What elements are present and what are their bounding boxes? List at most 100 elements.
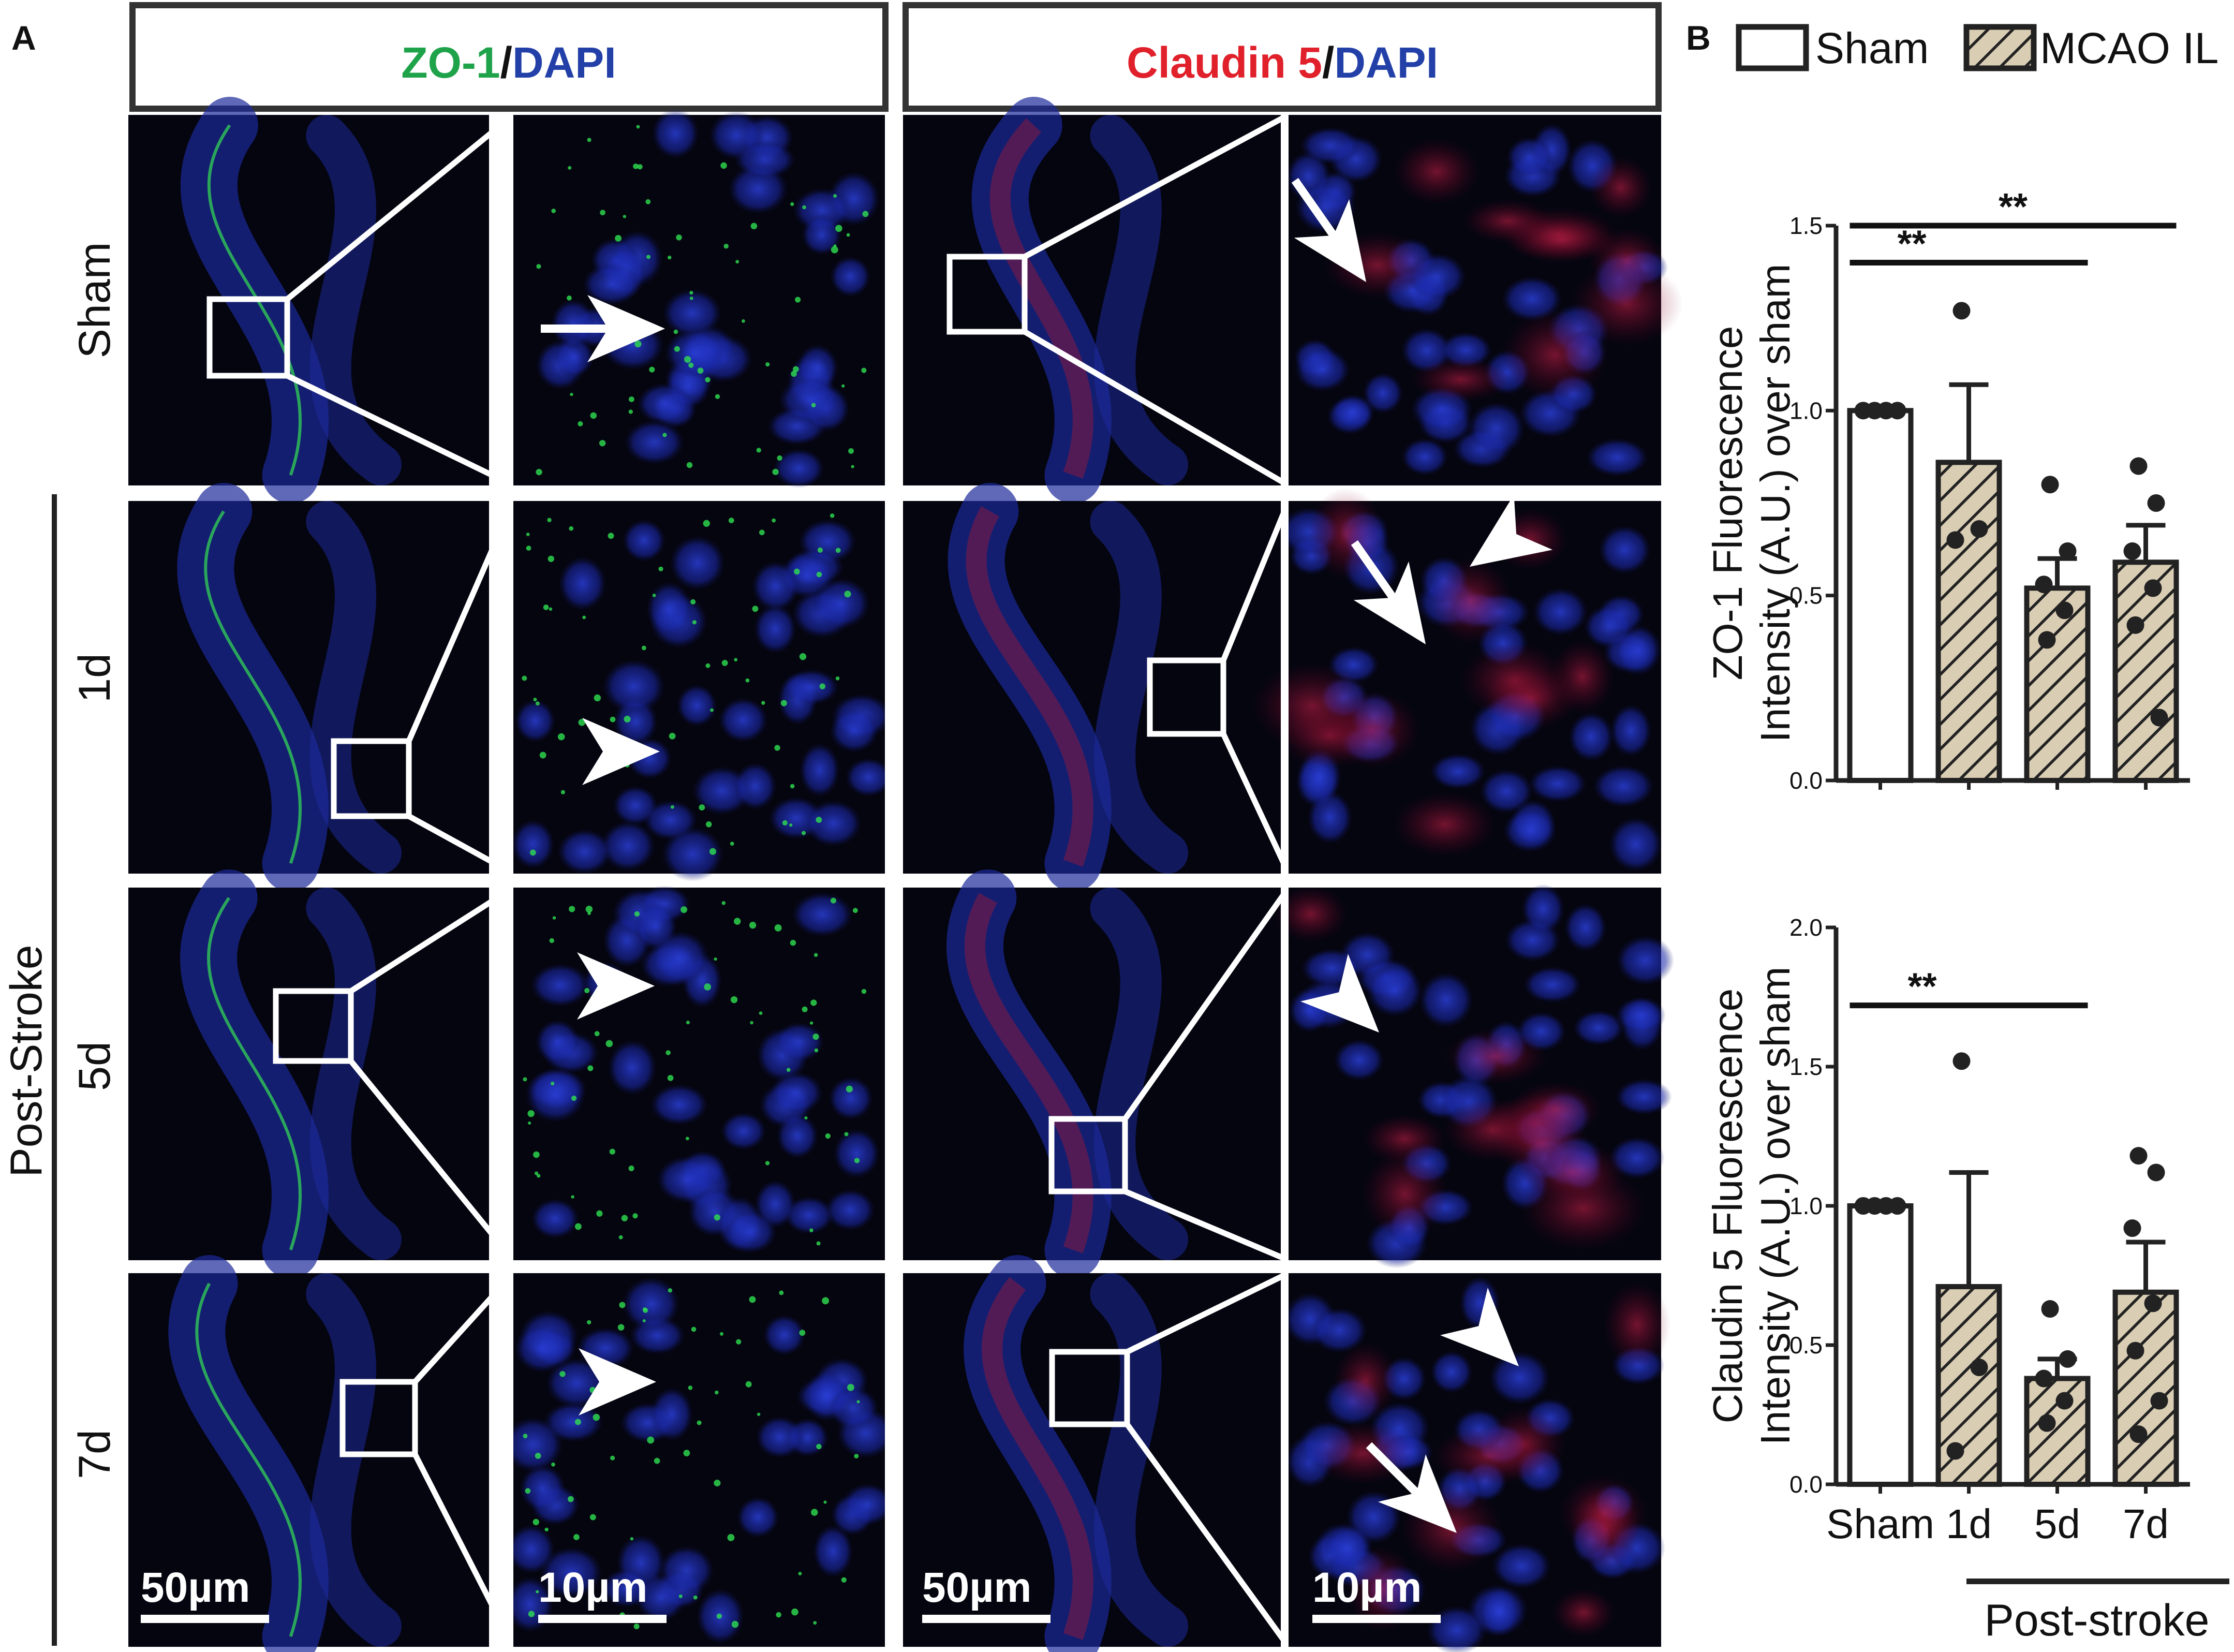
zo1-puncta [742,319,745,323]
micrograph-1d-zo1-zoom [512,501,892,882]
y-tick-label: 0.5 [1789,1332,1823,1359]
zo1-puncta [587,138,591,142]
nucleus [602,659,665,714]
zo1-puncta [862,211,869,217]
zo1-puncta [574,1223,582,1230]
zo1-header-stain: DAPI [512,38,616,87]
zo1-puncta [634,911,640,917]
arrow-head [587,295,665,362]
zo1-puncta [557,733,565,741]
zo1-puncta [802,1006,808,1012]
data-point [2126,1341,2144,1360]
nucleus [1609,817,1662,872]
zo1-puncta [731,1620,739,1628]
bar-1d [1935,460,2002,783]
zo1-puncta [582,615,586,620]
zo1-puncta [623,215,627,218]
zo1-puncta [559,1371,566,1377]
zo1-puncta [715,1390,719,1395]
nucleus [625,420,684,465]
scale-bar-zo1-zoom [538,1615,667,1623]
zo1-puncta [571,1195,574,1199]
nucleus [754,604,796,654]
arrow-shaft [1351,540,1400,604]
zoom-line [1122,886,1291,1121]
panel-gap [1281,115,1289,1647]
nucleus [1584,605,1634,648]
tissue-section [1090,115,1188,485]
nucleus [1506,137,1553,178]
zo1-puncta [599,440,606,447]
zo1-puncta [735,260,739,264]
nucleus [558,556,606,611]
nucleus [828,1387,878,1429]
claudin5-signal [982,1277,1093,1640]
claudin5-signal [1252,663,1372,749]
nucleus [825,1189,875,1231]
zo1-puncta [835,548,841,553]
claudin5-bar-chart: 0.0 0.5 1.0 1.5 2.0 Claudin 5 Fluorescence Int… [1705,914,2190,1547]
zo1-puncta [715,394,720,400]
nucleus [1616,1079,1672,1115]
zo1-puncta [528,1121,531,1125]
zo1-puncta [686,1021,690,1025]
zo1-puncta [774,745,780,751]
nucleus [828,1076,873,1120]
zo1-puncta [610,716,616,722]
nucleus [1586,438,1648,477]
arrow-zo1-sham [541,295,665,362]
data-point [2129,1425,2148,1443]
nucleus [779,376,841,424]
zo1-puncta [567,1496,574,1502]
zoom-line [1023,112,1290,259]
micrograph-sham-claudin5-zoom [1286,115,1683,485]
zo1-puncta [678,1594,683,1598]
zo1-puncta [543,604,549,610]
zo1-puncta [570,393,573,396]
nucleus [1599,525,1651,574]
arrowhead-claudin5-7d [1440,1287,1519,1366]
nucleus [1610,704,1652,757]
nucleus [813,1525,853,1577]
nucleus [763,1315,805,1355]
nucleus [805,800,862,847]
data-point [1946,531,1964,549]
zo1-puncta [830,513,835,518]
nucleus [734,141,795,179]
nucleus [1480,1587,1520,1636]
claudin5-signal [1589,157,1652,218]
data-point [2055,1392,2074,1410]
nucleus [777,1113,818,1159]
claudin5-signal [965,893,1093,1253]
zo1-signal [204,510,302,864]
data-point [1888,402,1906,420]
zo1-puncta [816,1443,822,1450]
zo1-puncta [525,1488,531,1494]
bar-Sham [1847,1203,1914,1487]
arrow-head [1294,199,1366,282]
nucleus [1480,769,1533,814]
micrograph-sham-zo1-overview [128,97,515,504]
zo1-puncta [628,1165,634,1171]
zo1-puncta [772,518,776,523]
zo1-puncta [633,1624,640,1630]
nucleus [792,892,853,937]
zo1-puncta [589,1514,596,1521]
zoom-box [1049,1349,1130,1427]
data-point [2035,576,2053,594]
zo1-puncta [569,526,574,531]
nucleus [504,1417,563,1472]
zo1-puncta [749,1296,756,1303]
zo1-puncta [716,1613,722,1619]
micrograph-sham-claudin5-overview [903,97,1290,504]
zo1-puncta [790,202,794,207]
nucleus [774,1022,824,1061]
data-point [2144,579,2162,597]
zo1-puncta [646,255,651,259]
zo1-puncta [752,606,759,612]
zo1-puncta [705,821,712,828]
zo1-puncta [833,194,837,198]
nucleus [830,256,870,297]
zo1-header: ZO-1/DAPI [401,38,616,87]
claudin5-signal [1502,310,1608,400]
